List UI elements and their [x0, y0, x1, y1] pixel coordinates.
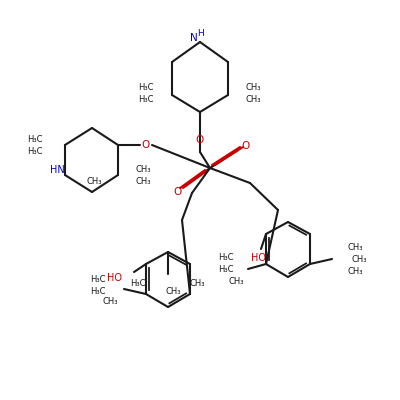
Text: O: O — [196, 135, 204, 145]
Text: H₃C: H₃C — [218, 266, 234, 274]
Text: CH₃: CH₃ — [86, 178, 102, 186]
Text: H₃C: H₃C — [90, 274, 106, 284]
Text: H₃C: H₃C — [28, 134, 43, 144]
Text: O: O — [173, 187, 181, 197]
Text: H₃C: H₃C — [130, 280, 146, 288]
Text: H₃C: H₃C — [218, 254, 234, 262]
Text: CH₃: CH₃ — [348, 268, 364, 276]
Text: CH₃: CH₃ — [136, 164, 152, 174]
Text: HO: HO — [107, 273, 122, 283]
Text: CH₃: CH₃ — [190, 280, 206, 288]
Text: H₃C: H₃C — [138, 82, 154, 92]
Text: CH₃: CH₃ — [165, 288, 181, 296]
Text: CH₃: CH₃ — [102, 298, 118, 306]
Text: O: O — [242, 141, 250, 151]
Text: CH₃: CH₃ — [348, 244, 364, 252]
Text: H: H — [197, 30, 203, 38]
Text: CH₃: CH₃ — [246, 94, 262, 104]
Text: HO: HO — [250, 253, 266, 263]
Text: H₃C: H₃C — [90, 286, 106, 296]
Text: H₃C: H₃C — [138, 94, 154, 104]
Text: O: O — [142, 140, 150, 150]
Text: H₃C: H₃C — [28, 146, 43, 156]
Text: CH₃: CH₃ — [352, 256, 368, 264]
Text: CH₃: CH₃ — [246, 82, 262, 92]
Text: CH₃: CH₃ — [228, 278, 244, 286]
Text: HN: HN — [50, 165, 64, 175]
Text: N: N — [190, 33, 198, 43]
Text: CH₃: CH₃ — [136, 176, 152, 186]
